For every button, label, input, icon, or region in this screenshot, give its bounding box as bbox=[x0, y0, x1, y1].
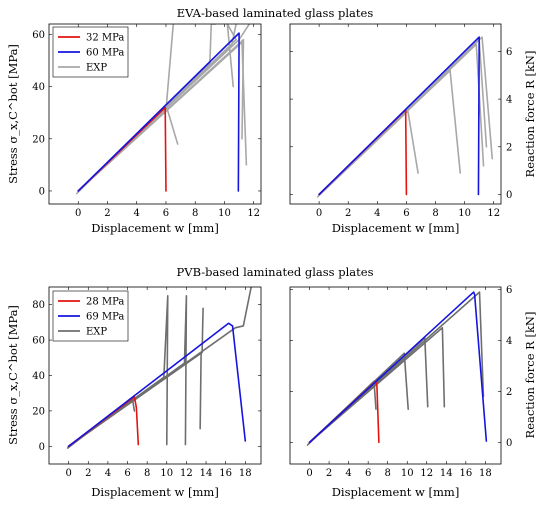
y-tick-label: 60 bbox=[32, 336, 45, 347]
exp-trace bbox=[316, 110, 419, 198]
y-axis-label: Stress σ_x,C^bot [MPa] bbox=[6, 44, 20, 184]
y-tick-label: 6 bbox=[506, 47, 512, 58]
y-tick-label: 2 bbox=[506, 142, 512, 153]
exp-trace bbox=[67, 287, 252, 448]
y-tick-label: 0 bbox=[39, 442, 45, 453]
chart-title: PVB-based laminated glass plates bbox=[177, 265, 374, 279]
x-tick-label: 4 bbox=[134, 208, 140, 219]
y-tick-label: 4 bbox=[506, 95, 512, 106]
x-tick-label: 8 bbox=[432, 208, 438, 219]
x-tick-label: 2 bbox=[104, 208, 110, 219]
x-tick-label: 18 bbox=[239, 468, 252, 479]
legend-label: 28 MPa bbox=[86, 297, 124, 308]
x-tick-label: 16 bbox=[459, 468, 472, 479]
x-tick-label: 16 bbox=[219, 468, 232, 479]
chart-panel-PVB-left: PVB-based laminated glass plates 0 2 4 6 8 10 1… bbox=[6, 265, 374, 499]
x-axis-label: Displacement w [mm] bbox=[332, 485, 460, 499]
y-axis-label: Stress σ_x,C^bot [MPa] bbox=[6, 305, 20, 445]
x-tick-label: 8 bbox=[384, 468, 390, 479]
legend-label: EXP bbox=[86, 63, 107, 74]
x-tick-label: 0 bbox=[65, 468, 71, 479]
x-axis-label: Displacement w [mm] bbox=[332, 221, 460, 235]
legend: 28 MPa 69 MPa EXP bbox=[52, 290, 129, 342]
series-line-69-MPa bbox=[308, 291, 488, 444]
x-tick-label: 12 bbox=[487, 208, 500, 219]
exp-trace bbox=[75, 104, 179, 195]
x-tick-label: 8 bbox=[192, 208, 198, 219]
x-tick-label: 0 bbox=[75, 208, 81, 219]
x-axis-label: Displacement w [mm] bbox=[91, 485, 219, 499]
x-tick-label: 2 bbox=[345, 208, 351, 219]
chart-panel-EVA-left: EVA-based laminated glass plates 0 2 4 6 8 10 1… bbox=[6, 6, 373, 235]
x-tick-label: 0 bbox=[306, 468, 312, 479]
x-tick-label: 10 bbox=[160, 468, 173, 479]
exp-trace bbox=[318, 43, 485, 196]
x-tick-label: 12 bbox=[247, 208, 260, 219]
x-tick-label: 12 bbox=[420, 468, 433, 479]
x-axis-label: Displacement w [mm] bbox=[91, 221, 219, 235]
legend: 32 MPa 60 MPa EXP bbox=[52, 26, 129, 78]
x-tick-label: 6 bbox=[124, 468, 130, 479]
plot-area bbox=[306, 291, 488, 446]
x-tick-label: 14 bbox=[200, 468, 213, 479]
chart-title: EVA-based laminated glass plates bbox=[177, 6, 374, 20]
x-tick-label: 18 bbox=[479, 468, 492, 479]
x-tick-label: 0 bbox=[316, 208, 322, 219]
x-tick-label: 2 bbox=[326, 468, 332, 479]
y-tick-label: 20 bbox=[32, 406, 45, 417]
plot-area bbox=[316, 36, 494, 198]
axes-frame bbox=[289, 286, 502, 465]
legend-label: 60 MPa bbox=[86, 48, 124, 59]
y-tick-label: 2 bbox=[506, 387, 512, 398]
legend-label: 69 MPa bbox=[86, 312, 124, 323]
axes-frame bbox=[48, 23, 262, 205]
x-tick-label: 14 bbox=[440, 468, 453, 479]
y-tick-label: 0 bbox=[39, 186, 45, 197]
plot-area bbox=[75, 24, 251, 195]
x-tick-label: 4 bbox=[345, 468, 351, 479]
legend-label: 32 MPa bbox=[86, 33, 124, 44]
x-tick-label: 8 bbox=[144, 468, 150, 479]
chart-panel-EVA-right: 0 2 4 6 8 10 12 0 2 4 6 Displacement w [mm] Reaction… bbox=[289, 23, 537, 235]
x-tick-label: 6 bbox=[163, 208, 169, 219]
x-tick-label: 2 bbox=[85, 468, 91, 479]
series-line-60-MPa bbox=[318, 36, 480, 196]
x-tick-label: 6 bbox=[365, 468, 371, 479]
axes-frame bbox=[48, 286, 262, 465]
y-tick-label: 20 bbox=[32, 134, 45, 145]
x-tick-label: 4 bbox=[374, 208, 380, 219]
y-tick-label: 0 bbox=[506, 438, 512, 449]
legend-label: EXP bbox=[86, 327, 107, 338]
y-tick-label: 4 bbox=[506, 336, 512, 347]
x-tick-label: 10 bbox=[218, 208, 231, 219]
series-line-69-MPa bbox=[67, 322, 247, 448]
y-tick-label: 60 bbox=[32, 30, 45, 41]
y-tick-label: 0 bbox=[506, 190, 512, 201]
x-tick-label: 10 bbox=[401, 468, 414, 479]
y-axis-label: Reaction force R [kN] bbox=[523, 312, 537, 439]
y-axis-label: Reaction force R [kN] bbox=[523, 51, 537, 178]
y-tick-label: 80 bbox=[32, 300, 45, 311]
exp-trace bbox=[77, 38, 245, 192]
series-line-60-MPa bbox=[77, 32, 240, 192]
y-tick-label: 6 bbox=[506, 285, 512, 296]
y-tick-label: 40 bbox=[32, 82, 45, 93]
plot-area bbox=[66, 287, 252, 449]
x-tick-label: 12 bbox=[180, 468, 193, 479]
chart-panel-PVB-right: 0 2 4 6 8 10 12 14 16 18 0 2 4 6 Displacement w [mm] Re… bbox=[289, 285, 537, 499]
x-tick-label: 6 bbox=[403, 208, 409, 219]
x-tick-label: 10 bbox=[458, 208, 471, 219]
axes-frame bbox=[289, 23, 502, 205]
x-tick-label: 4 bbox=[105, 468, 111, 479]
exp-trace bbox=[308, 291, 485, 444]
y-tick-label: 40 bbox=[32, 371, 45, 382]
